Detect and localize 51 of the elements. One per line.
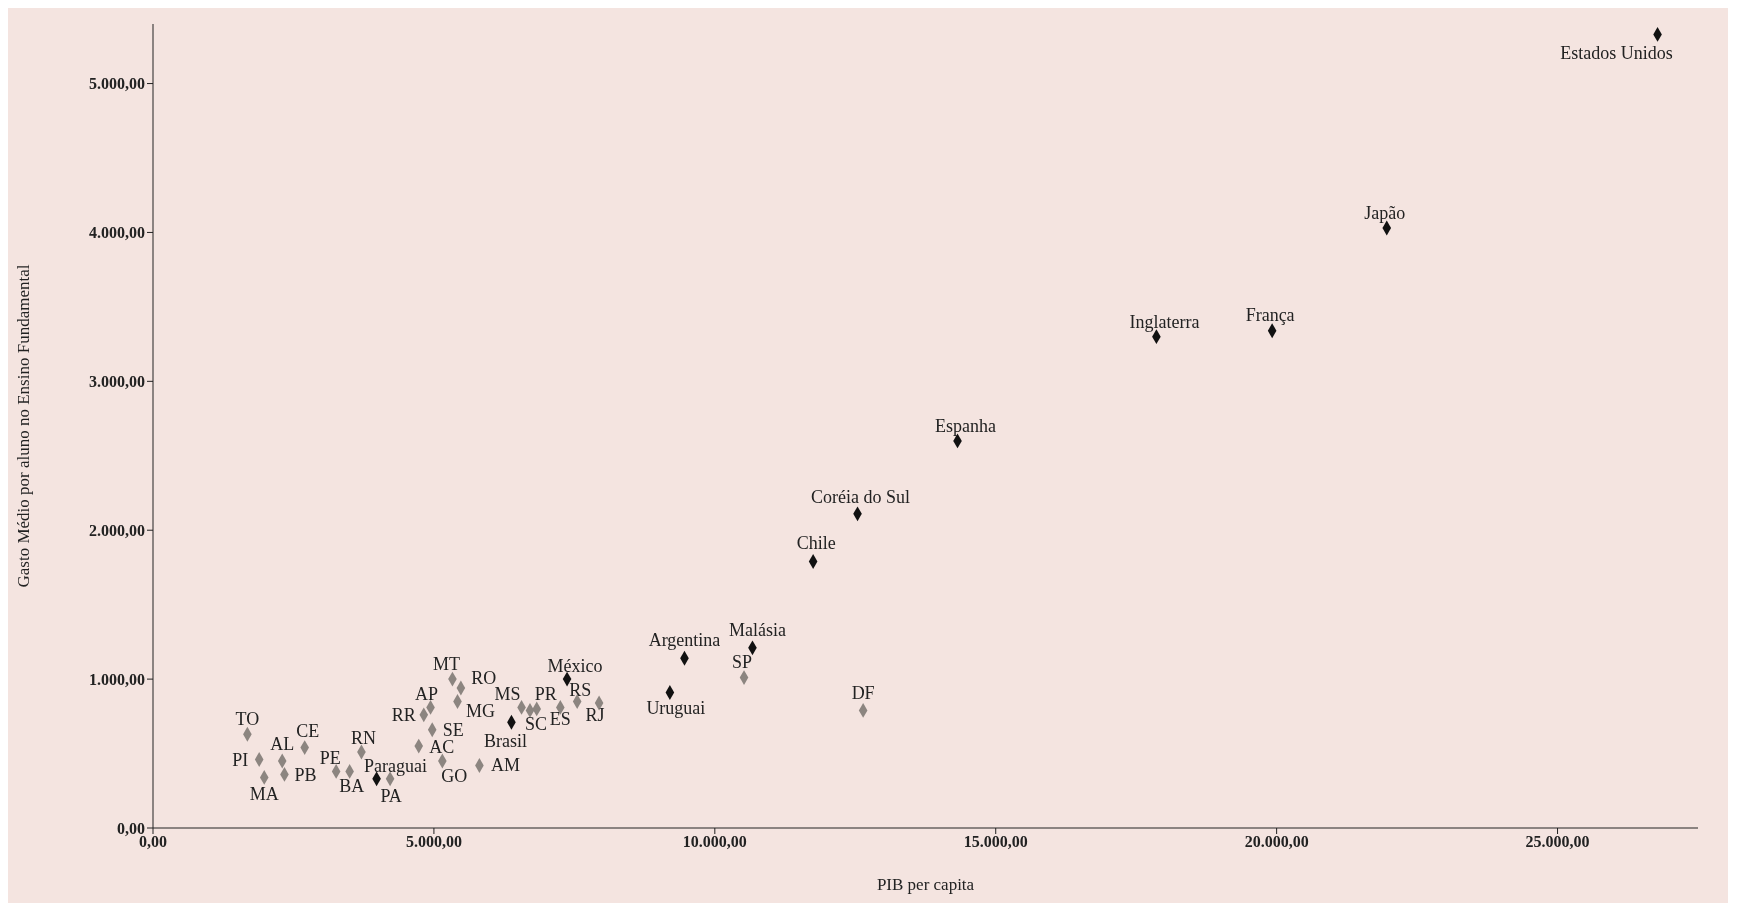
annotation: Coréia do Sul [811, 486, 911, 507]
annotation: Japão [1364, 202, 1406, 223]
x-tick-label: 25.000,00 [1525, 833, 1590, 851]
x-axis-title: PIB per capita [876, 875, 975, 894]
x-tick-label: 5.000,00 [405, 833, 462, 851]
annotation: Espanha [935, 415, 997, 436]
annotation: MS [494, 684, 521, 705]
annotation: CE [296, 720, 320, 741]
annotation: SC [524, 714, 547, 735]
annotation: AM [490, 755, 520, 776]
annotation: DF [851, 683, 875, 704]
annotation: PB [294, 765, 317, 786]
annotation: México [547, 656, 603, 677]
annotation: MA [249, 784, 279, 805]
x-tick-label: 20.000,00 [1244, 833, 1309, 851]
annotation: SE [442, 719, 464, 740]
y-tick-label: 5.000,00 [89, 75, 145, 93]
annotation: Paraguai [364, 755, 428, 776]
annotation: Estados Unidos [1560, 43, 1673, 64]
annotation: ES [549, 709, 571, 730]
annotation: TO [235, 709, 260, 730]
annotation: MG [466, 701, 496, 722]
annotation: Brasil [483, 731, 527, 752]
y-axis-title: Gasto Médio por aluno no Ensino Fundamental [14, 264, 34, 588]
annotation: Argentina [648, 630, 721, 651]
annotation: RJ [585, 704, 605, 725]
annotation: PE [319, 748, 341, 769]
annotation: Uruguai [646, 697, 706, 718]
annotation: GO [441, 766, 468, 786]
annotation: Malásia [728, 619, 786, 640]
annotation: AP [415, 684, 439, 705]
annotation: PR [534, 683, 557, 704]
y-tick-label: 2.000,00 [89, 521, 145, 539]
annotation: AL [270, 734, 295, 754]
annotation: AC [429, 737, 455, 758]
annotation: Inglaterra [1129, 311, 1200, 332]
annotation: RN [350, 728, 376, 749]
annotation: França [1245, 304, 1295, 325]
annotation: RR [391, 704, 416, 725]
x-tick-label: 15.000,00 [963, 833, 1028, 851]
annotation: SP [732, 651, 753, 672]
annotation: MT [432, 654, 460, 675]
x-tick-label: 10.000,00 [682, 833, 747, 851]
annotation: PI [232, 749, 249, 770]
annotation: RS [569, 680, 592, 701]
annotation: Chile [796, 533, 836, 554]
y-tick-label: 4.000,00 [89, 224, 145, 242]
annotation: BA [339, 776, 365, 797]
annotation: PA [380, 785, 402, 806]
y-tick-label: 3.000,00 [89, 373, 145, 391]
y-tick-label: 1.000,00 [89, 670, 145, 688]
